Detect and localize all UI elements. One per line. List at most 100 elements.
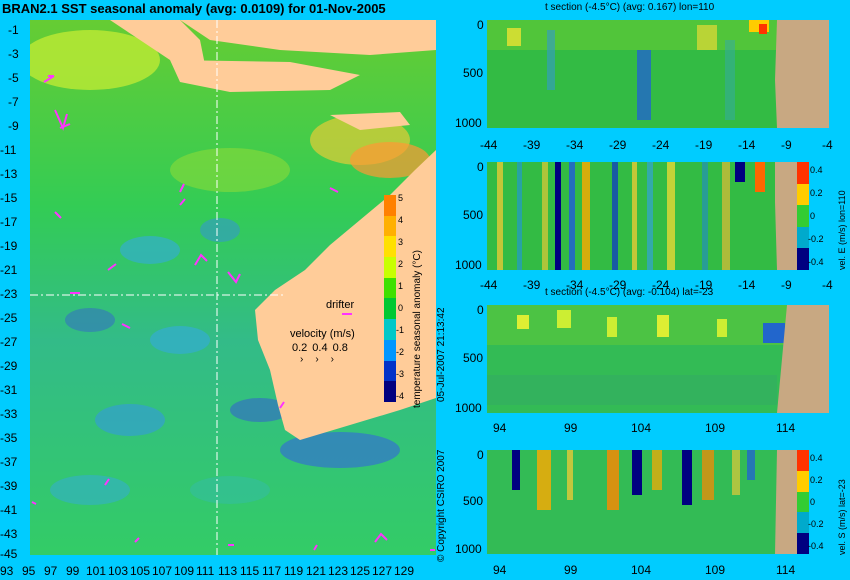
x-tick: -34 (566, 278, 584, 292)
drifter-arrow (121, 323, 131, 329)
drifter-arrow (54, 211, 62, 219)
panel-2-colorbar-ticks: 0.4 0.2 0 -0.2 -0.4 (808, 165, 840, 275)
cool-eddy (200, 218, 240, 242)
velocity-scale: 0.2 0.4 0.8 (292, 342, 362, 354)
lat-tick: -23 (0, 287, 18, 301)
y-tick: 1000 (455, 542, 482, 556)
colorbar-swatch (384, 381, 396, 402)
y-tick: 0 (477, 160, 484, 174)
lat-tick: -1 (8, 23, 19, 37)
lat-tick: -25 (0, 311, 18, 325)
x-tick: -19 (695, 138, 713, 152)
x-tick: 99 (564, 421, 578, 435)
x-tick: -39 (523, 138, 541, 152)
map-colorbar (384, 195, 396, 402)
colorbar-tick: 0 (398, 303, 404, 313)
lon-tick: 105 (130, 564, 151, 578)
drifter-arrow (194, 253, 208, 266)
lon-tick: 113 (218, 564, 238, 578)
lat-tick: -5 (8, 71, 19, 85)
colorbar-tick: -2 (396, 347, 405, 357)
lat-tick: -9 (8, 119, 19, 133)
colorbar-tick: 0 (810, 497, 816, 507)
cool-eddy (190, 476, 270, 504)
cool-eddy (150, 326, 210, 354)
land-sumatra (110, 20, 205, 65)
colorbar-swatch (384, 298, 396, 320)
lat-tick: -29 (0, 359, 18, 373)
colorbar-swatch (797, 226, 809, 249)
velocity-scale-value: 0.2 (292, 342, 308, 354)
x-tick: -9 (781, 278, 792, 292)
lon-tick: 117 (262, 564, 282, 578)
colorbar-tick: -3 (396, 369, 405, 379)
panel-4-yaxis: 0 500 1000 (455, 448, 485, 556)
colorbar-tick: 0.2 (810, 188, 823, 198)
lat-tick: -17 (0, 215, 18, 229)
colorbar-tick: -0.2 (808, 234, 824, 244)
panel-2-colorbar-label: vel. E (m/s) lon=110 (837, 190, 847, 270)
cool-eddy (230, 398, 290, 422)
colorbar-tick: 0.4 (810, 453, 823, 463)
lat-tick: -7 (8, 95, 19, 109)
drifter-arrow (227, 271, 241, 284)
drifter-arrow (43, 75, 55, 83)
x-tick: 104 (631, 421, 652, 435)
colorbar-tick: 3 (398, 237, 404, 247)
panel-2-colorbar (797, 162, 809, 270)
drifter-arrow (134, 537, 140, 543)
colorbar-swatch (384, 215, 396, 237)
x-tick: 94 (493, 421, 507, 435)
x-tick: -39 (523, 278, 541, 292)
y-tick: 1000 (455, 401, 482, 415)
x-tick: 114 (776, 563, 796, 577)
colorbar-tick: -1 (396, 325, 405, 335)
x-tick: -29 (609, 278, 627, 292)
x-tick: -24 (652, 278, 670, 292)
colorbar-swatch (384, 236, 396, 258)
lat-tick: -3 (8, 47, 19, 61)
y-tick: 0 (477, 448, 484, 462)
panel-1-plot (487, 20, 829, 128)
colorbar-tick: 2 (398, 259, 404, 269)
y-tick: 1000 (455, 258, 482, 272)
x-tick: -4 (822, 138, 833, 152)
colorbar-swatch (797, 205, 809, 227)
x-tick: -34 (566, 138, 584, 152)
warm-anomaly-patch (170, 148, 290, 192)
panel-1-xaxis: -44 -39 -34 -29 -24 -19 -14 -9 -4 (480, 138, 840, 154)
section-panel-temp-lat-23 (487, 305, 829, 413)
panel-3-plot (487, 305, 829, 413)
x-tick: -44 (480, 138, 498, 152)
lat-tick: -19 (0, 239, 18, 253)
land-timor (330, 112, 410, 130)
colorbar-tick: -4 (396, 391, 405, 401)
drifter-arrow (107, 263, 117, 271)
lat-tick: -21 (0, 263, 18, 277)
colorbar-tick: 4 (398, 215, 404, 225)
x-tick: -44 (480, 278, 498, 292)
lon-tick: 127 (372, 564, 393, 578)
lat-tick: -43 (0, 527, 18, 541)
y-tick: 500 (463, 208, 484, 222)
lat-tick: -27 (0, 335, 18, 349)
lon-tick: 109 (174, 564, 195, 578)
colorbar-tick: -0.2 (808, 519, 824, 529)
lon-tick: 107 (152, 564, 173, 578)
drifter-arrow (59, 123, 71, 129)
colorbar-swatch (797, 491, 809, 513)
lon-tick: 111 (196, 564, 215, 578)
lat-tick: -37 (0, 455, 18, 469)
map-lat-axis: -1 -3 -5 -7 -9 -11 -13 -15 -17 -19 -21 -… (0, 20, 30, 561)
x-tick: -9 (781, 138, 792, 152)
x-tick: 99 (564, 563, 578, 577)
lon-tick: 123 (328, 564, 349, 578)
lat-tick: -31 (0, 383, 18, 397)
warm-anomaly-patch (20, 30, 160, 90)
drifter-arrow (104, 478, 110, 486)
x-tick: -14 (738, 138, 756, 152)
lat-tick: -11 (0, 143, 17, 157)
colorbar-tick: 0 (810, 211, 816, 221)
lon-tick: 119 (284, 564, 304, 578)
y-tick: 500 (463, 494, 484, 508)
